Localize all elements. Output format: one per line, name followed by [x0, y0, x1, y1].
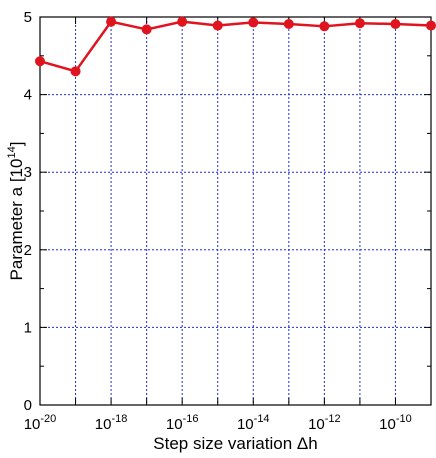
y-axis-title-main: Parameter a [10: [7, 159, 26, 281]
x-tick-label: 10-12: [308, 413, 341, 433]
y-tick-label: 4: [24, 87, 32, 104]
data-point: [106, 16, 117, 27]
x-tick-label-exponent: -10: [396, 413, 412, 425]
data-point: [248, 17, 259, 28]
y-tick-label: 3: [24, 164, 32, 181]
data-point: [177, 16, 188, 27]
plot-frame: [39, 16, 432, 406]
data-point: [70, 66, 81, 77]
x-tick-label: 10-10: [379, 413, 412, 433]
x-tick-label-base: 10: [308, 416, 325, 433]
x-tick-label: 10-18: [95, 413, 128, 433]
x-tick-label-exponent: -16: [183, 413, 199, 425]
data-point: [354, 18, 365, 29]
x-tick-label: 10-20: [24, 413, 57, 433]
x-tick-label: 10-16: [166, 413, 199, 433]
x-axis-title: Step size variation Δh: [153, 434, 317, 453]
y-tick-label: 2: [24, 242, 32, 259]
data-series: [35, 16, 436, 77]
y-axis-title-end: ]: [7, 142, 26, 147]
data-point: [141, 24, 152, 35]
data-point: [35, 56, 45, 67]
x-tick-label-base: 10: [24, 416, 41, 433]
data-point: [319, 21, 330, 32]
y-axis-title-exponent: 14: [6, 146, 18, 158]
y-tick-label: 5: [24, 9, 32, 26]
axis-ticks: [39, 16, 432, 406]
x-tick-label-exponent: -18: [111, 413, 127, 425]
grid-lines: [40, 17, 431, 405]
y-tick-label: 0: [24, 397, 32, 414]
x-tick-label: 10-14: [237, 413, 270, 433]
x-tick-label-exponent: -14: [254, 413, 270, 425]
x-tick-label-base: 10: [166, 416, 183, 433]
x-tick-label-base: 10: [95, 416, 112, 433]
x-tick-label-exponent: -20: [40, 413, 56, 425]
x-tick-label-base: 10: [379, 416, 396, 433]
x-tick-label-exponent: -12: [325, 413, 341, 425]
y-tick-label: 1: [24, 319, 32, 336]
data-point: [426, 20, 436, 31]
data-point: [283, 18, 294, 29]
data-point: [390, 18, 401, 29]
y-axis-title: Parameter a [1014]: [6, 142, 26, 281]
series-line: [39, 20, 432, 73]
data-point: [212, 20, 223, 31]
x-tick-label-base: 10: [237, 416, 254, 433]
